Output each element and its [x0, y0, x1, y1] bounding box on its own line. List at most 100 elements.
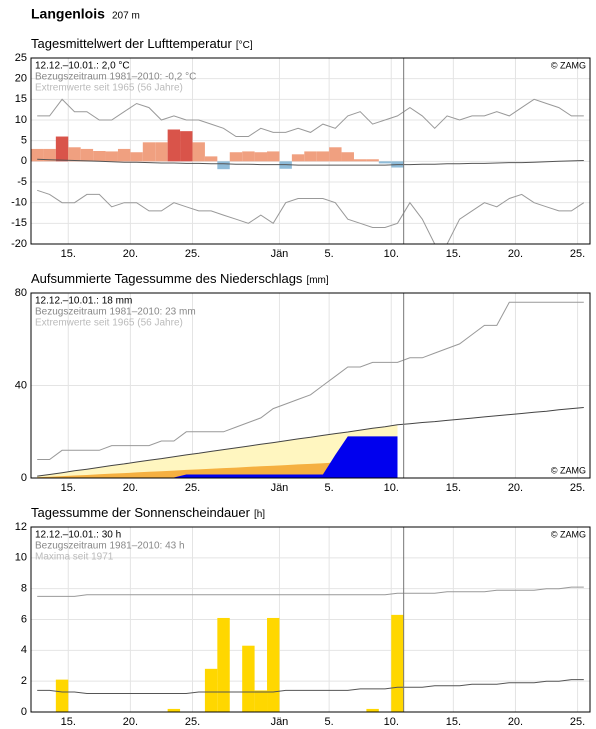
bar — [204, 668, 218, 712]
annotation: 12.12.–10.01.: 2,0 °C — [35, 61, 130, 72]
copyright: © ZAMG — [551, 529, 586, 539]
plot-frame — [30, 57, 591, 245]
x-tick-label: 25. — [185, 248, 200, 260]
chart-unit: [h] — [254, 509, 265, 520]
annotation: 12.12.–10.01.: 18 mm — [35, 296, 132, 307]
bar — [68, 147, 81, 162]
x-tick-label: Jän — [271, 482, 289, 494]
bar — [353, 159, 367, 162]
bar — [43, 148, 56, 162]
annotation: Bezugszeitraum 1981–2010: 23 mm — [35, 307, 196, 318]
station-altitude: 207 m — [112, 11, 140, 22]
plot-frame — [30, 292, 591, 479]
line — [37, 407, 584, 477]
x-tick-label: 10. — [384, 248, 399, 260]
x-tick-label: 10. — [384, 482, 399, 494]
x-tick-label: 15. — [61, 482, 76, 494]
bar — [80, 148, 94, 162]
chart-unit: [°C] — [236, 40, 253, 51]
y-tick-label: -15 — [11, 217, 27, 229]
y-tick-label: -5 — [17, 176, 27, 188]
x-tick-label: 20. — [508, 248, 523, 260]
bar — [217, 161, 230, 170]
line — [37, 189, 585, 245]
copyright: © ZAMG — [551, 465, 586, 475]
bar — [105, 151, 118, 162]
x-tick-label: 15. — [446, 716, 461, 728]
x-tick-label: 25. — [185, 482, 200, 494]
bar — [242, 151, 255, 162]
copyright: © ZAMG — [551, 60, 586, 70]
x-tick-label: 20. — [123, 248, 138, 260]
bar — [204, 156, 218, 162]
x-tick-label: 15. — [61, 248, 76, 260]
line — [37, 586, 584, 597]
bar — [316, 151, 330, 162]
plot-frame — [30, 526, 591, 713]
y-tick-label: -10 — [11, 197, 27, 209]
x-tick-label: 5. — [325, 248, 334, 260]
x-tick-label: Jän — [271, 716, 289, 728]
bar — [291, 154, 305, 162]
bar — [254, 690, 268, 712]
bar — [192, 142, 205, 162]
bar — [167, 129, 181, 162]
bar — [304, 151, 317, 162]
line — [37, 158, 584, 166]
bar — [267, 151, 280, 162]
area — [37, 436, 398, 478]
bar — [93, 151, 106, 162]
x-tick-label: 5. — [325, 716, 334, 728]
x-tick-label: Jän — [271, 248, 289, 260]
bar — [267, 617, 280, 712]
x-tick-label: 25. — [570, 482, 585, 494]
y-tick-label: 5 — [21, 135, 27, 147]
chart-title: Tagesmittelwert der Lufttemperatur [°C] — [31, 36, 253, 51]
x-tick-label: 20. — [508, 716, 523, 728]
bar — [329, 147, 342, 162]
y-tick-label: 6 — [21, 613, 27, 625]
bar — [55, 136, 69, 162]
annotation: Extremwerte seit 1965 (56 Jahre) — [35, 318, 183, 329]
x-tick-label: 5. — [325, 482, 334, 494]
x-tick-label: 25. — [185, 716, 200, 728]
bar — [242, 645, 255, 712]
chart-title-text: Tagesmittelwert der Lufttemperatur — [31, 36, 233, 51]
y-tick-label: 10 — [15, 114, 27, 126]
bar — [366, 708, 379, 712]
annotation: Maxima seit 1971 — [35, 552, 114, 563]
bar — [254, 152, 268, 162]
bar — [341, 152, 354, 162]
bar — [229, 152, 243, 162]
bar — [180, 131, 193, 162]
y-tick-label: 8 — [21, 583, 27, 595]
bar — [31, 148, 44, 162]
station-title: Langenlois — [31, 6, 105, 22]
bar — [366, 159, 379, 162]
chart-title: Aufsummierte Tagessumme des Niederschlag… — [31, 271, 329, 286]
x-tick-label: 20. — [508, 482, 523, 494]
chart-unit: [mm] — [306, 275, 328, 286]
x-tick-label: 25. — [570, 248, 585, 260]
x-tick-label: 10. — [384, 716, 399, 728]
x-tick-label: 15. — [61, 716, 76, 728]
y-tick-label: 0 — [21, 472, 27, 484]
line — [37, 301, 584, 460]
bar — [378, 161, 392, 164]
y-tick-label: 40 — [15, 379, 27, 391]
chart-title: Tagessumme der Sonnenscheindauer [h] — [31, 505, 265, 520]
y-tick-label: 20 — [15, 73, 27, 85]
bar — [217, 617, 230, 712]
y-tick-label: 15 — [15, 93, 27, 105]
y-tick-label: 10 — [15, 552, 27, 564]
bar — [55, 679, 69, 712]
area — [37, 459, 398, 478]
y-tick-label: 25 — [15, 52, 27, 64]
line — [37, 679, 584, 694]
annotation: Extremwerte seit 1965 (56 Jahre) — [35, 83, 183, 94]
y-tick-label: 80 — [15, 287, 27, 299]
x-tick-label: 15. — [446, 482, 461, 494]
annotation: Bezugszeitraum 1981–2010: 43 h — [35, 541, 185, 552]
x-tick-label: 15. — [446, 248, 461, 260]
